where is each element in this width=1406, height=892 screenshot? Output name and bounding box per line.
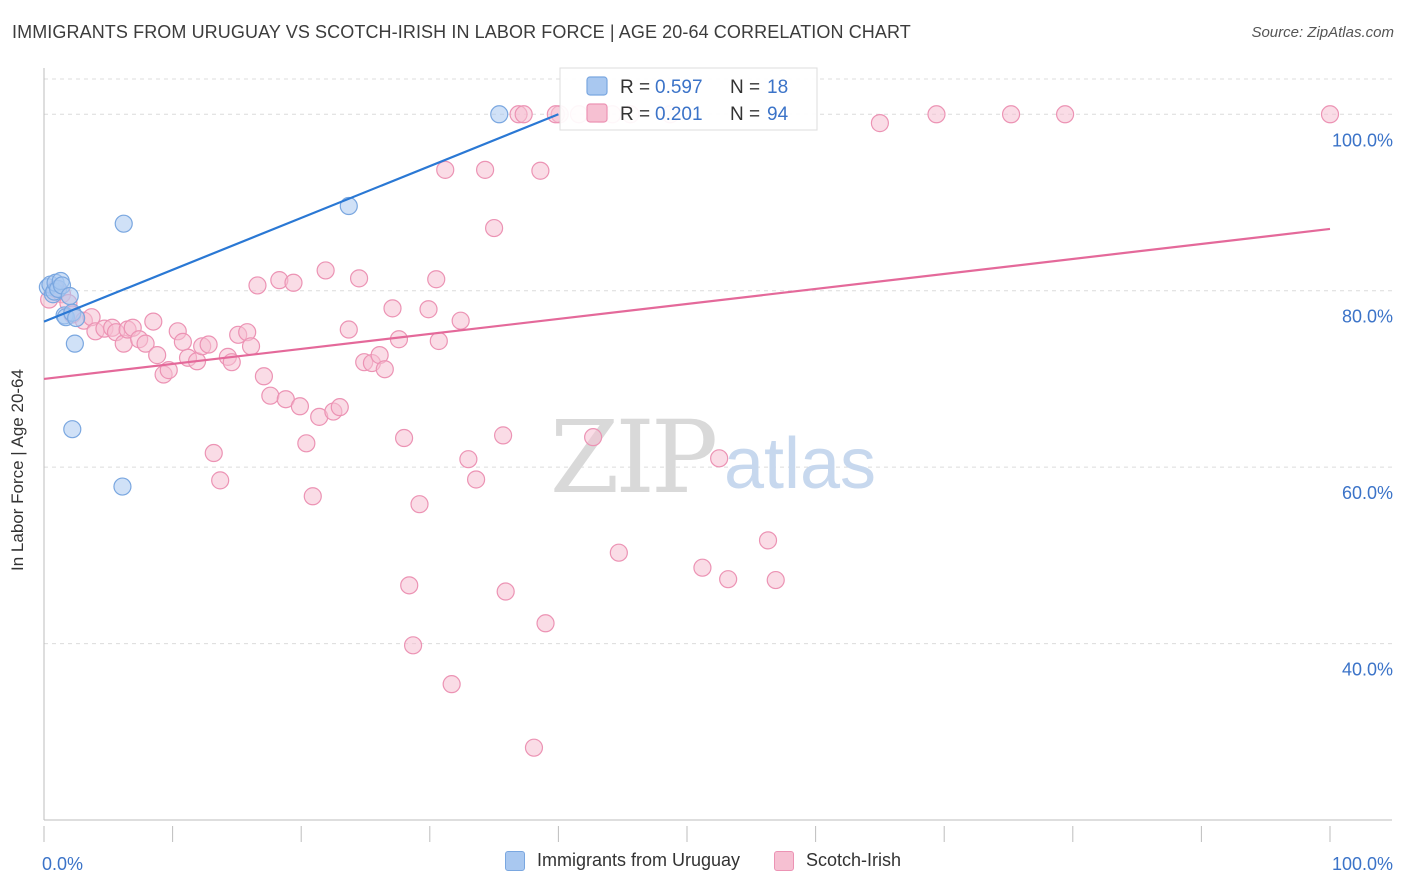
scotch-irish-point	[339, 320, 358, 339]
scotch-irish-point	[429, 331, 448, 351]
scotch-irish-point	[466, 470, 486, 489]
scotch-irish-point	[173, 332, 192, 351]
scotch-irish-point	[290, 397, 310, 416]
axis-layer	[43, 68, 1392, 842]
scotch-irish-point	[261, 386, 280, 405]
scotch-irish-point	[136, 334, 155, 353]
watermark-zip: ZIP	[550, 399, 715, 516]
scotch-irish-point	[494, 426, 513, 445]
scotch-irish-point	[609, 543, 628, 562]
scotch-irish-point	[536, 614, 555, 633]
scotch-irish-point	[254, 367, 274, 386]
scotch-irish-point	[316, 261, 335, 280]
uruguay-point	[113, 477, 132, 496]
scotch-irish-point	[284, 273, 303, 292]
stats-r-label: R =	[620, 104, 650, 125]
scotch-irish-point	[303, 487, 322, 506]
uruguay-point	[65, 334, 84, 353]
scotch-irish-point	[241, 337, 261, 356]
chart-source: Source: ZipAtlas.com	[1251, 24, 1394, 41]
uruguay-point	[63, 420, 82, 439]
x-tick-label: 100.0%	[1332, 854, 1393, 874]
uruguay-point	[339, 196, 358, 216]
legend-item-scotch-irish: Scotch-Irish	[774, 850, 901, 871]
y-axis-label: In Labor Force | Age 20-64	[8, 369, 27, 571]
x-tick-label: 0.0%	[42, 854, 83, 874]
scotch-irish-point	[349, 269, 369, 288]
legend-label-scotch-irish: Scotch-Irish	[806, 850, 902, 870]
scotch-irish-point	[870, 114, 890, 133]
scotch-irish-point	[485, 218, 504, 238]
stats-r-label: R =	[620, 77, 650, 98]
y-tick-label: 60.0%	[1342, 483, 1393, 503]
stats-n-label: N =	[730, 104, 760, 125]
scotch-irish-point	[427, 270, 446, 289]
scotch-irish-point	[1001, 105, 1021, 124]
scotch-irish-point	[475, 160, 495, 179]
scotch-irish-point	[375, 360, 394, 379]
scotch-irish-point	[531, 161, 550, 180]
scotch-irish-point	[297, 434, 316, 453]
scotch-irish-point	[459, 450, 478, 469]
stats-n-label: N =	[730, 77, 760, 98]
scotch-irish-point	[436, 160, 455, 179]
scotch-irish-point	[403, 636, 423, 655]
grid-layer	[44, 78, 1392, 645]
watermark: ZIP atlas	[550, 399, 876, 516]
scotch-irish-trend-line	[43, 227, 1331, 381]
legend-swatch-uruguay	[504, 850, 525, 871]
stats-box: R = 0.597 N = 18 R = 0.201 N = 94	[559, 67, 818, 131]
scotch-irish-point	[199, 335, 218, 354]
stats-swatch	[586, 76, 608, 96]
legend: Immigrants from Uruguay Scotch-Irish	[0, 850, 1406, 871]
uruguay-point	[60, 286, 79, 306]
stats-r-value: 0.597	[655, 77, 703, 98]
y-tick-label: 40.0%	[1342, 660, 1393, 680]
scotch-irish-point	[584, 428, 603, 447]
scotch-irish-point	[451, 311, 470, 330]
scotch-irish-point	[383, 299, 402, 318]
scotch-irish-point	[1320, 105, 1340, 124]
scotch-irish-point	[410, 495, 429, 514]
stats-n-value: 18	[767, 77, 788, 98]
scotch-irish-point	[248, 276, 267, 295]
scotch-irish-point	[419, 300, 438, 319]
legend-item-uruguay: Immigrants from Uruguay	[504, 850, 741, 871]
scotch-irish-point	[496, 582, 515, 601]
scotch-irish-point	[693, 558, 712, 577]
scotch-irish-point	[204, 443, 223, 463]
y-tick-label: 80.0%	[1342, 307, 1393, 327]
stats-swatch	[586, 103, 608, 123]
watermark-atlas: atlas	[724, 424, 876, 504]
y-tick-label: 100.0%	[1332, 130, 1393, 150]
uruguay-point	[490, 105, 509, 124]
trend-layer	[43, 113, 1331, 381]
scotch-irish-point	[330, 398, 349, 417]
uruguay-point	[114, 214, 133, 233]
scotch-irish-point	[766, 570, 785, 590]
scotch-irish-point	[514, 105, 533, 124]
scotch-irish-point	[442, 675, 461, 694]
chart-title: IMMIGRANTS FROM URUGUAY VS SCOTCH-IRISH …	[12, 22, 911, 42]
tick-labels: 40.0% 60.0% 80.0% 100.0% 0.0% 100.0%	[42, 130, 1393, 874]
scotch-irish-point	[710, 449, 729, 468]
scotch-irish-point	[144, 312, 163, 331]
scotch-irish-point	[211, 471, 230, 490]
legend-swatch-scotch-irish	[774, 850, 795, 871]
scotch-irish-point	[148, 346, 167, 365]
legend-label-uruguay: Immigrants from Uruguay	[536, 850, 741, 870]
scotch-irish-point	[927, 105, 946, 124]
scotch-irish-point	[400, 576, 419, 595]
scotch-irish-point	[719, 570, 738, 589]
stats-r-value: 0.201	[655, 104, 703, 125]
scotch-irish-point	[758, 531, 778, 550]
uruguay-trend-line	[43, 113, 559, 323]
scotch-irish-point	[524, 738, 544, 757]
stats-n-value: 94	[767, 104, 789, 125]
scotch-irish-point	[394, 428, 414, 448]
scotch-irish-point	[1055, 105, 1075, 124]
